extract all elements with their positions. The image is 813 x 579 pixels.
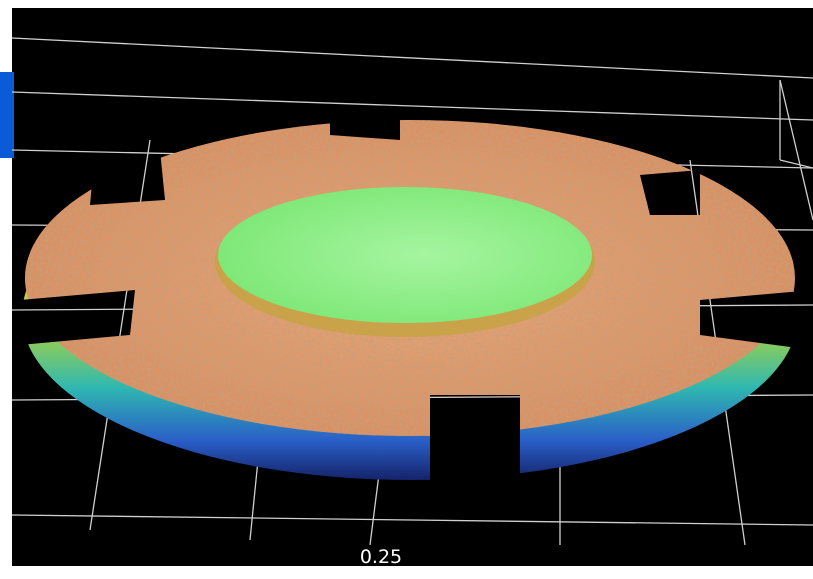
grid-line [11, 91, 813, 121]
grid-line [11, 37, 813, 79]
grid-line [779, 159, 813, 169]
grid-line [11, 514, 813, 526]
pool [218, 187, 592, 323]
surface [22, 120, 798, 480]
axis-tick-label: 0.25 [360, 546, 402, 568]
grid-line [779, 79, 813, 221]
side-tab[interactable] [0, 72, 14, 158]
